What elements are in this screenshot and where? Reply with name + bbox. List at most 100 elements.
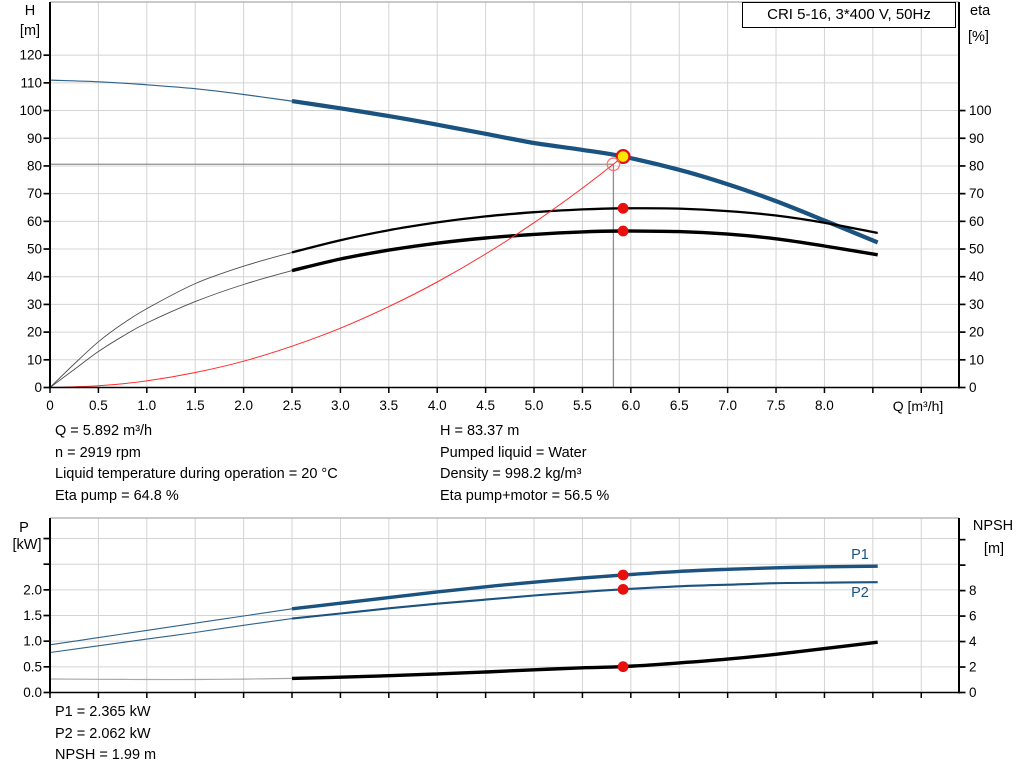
y-right-tick-label: 6	[969, 609, 977, 624]
eta-axis-label: eta	[970, 3, 991, 19]
y-left-tick-label: 40	[27, 269, 42, 284]
eta-axis-unit: [%]	[968, 29, 989, 45]
y-right-tick-label: 0	[969, 685, 977, 700]
y-left-tick-label: 10	[27, 352, 42, 367]
x-tick-label: 5.0	[525, 398, 544, 413]
info-eta-pump: Eta pump = 64.8 %	[55, 488, 179, 505]
p-axis-unit: [kW]	[12, 537, 42, 553]
info-head: H = 83.37 m	[440, 423, 520, 439]
y-right-tick-label: 8	[969, 583, 977, 598]
x-tick-label: 4.0	[428, 398, 447, 413]
p1-curve-thin	[49, 608, 293, 646]
y-left-tick-label: 100	[19, 103, 42, 118]
y-right-tick-label: 2	[969, 660, 977, 675]
y-left-tick-label: 0.5	[23, 659, 42, 674]
p2-curve	[291, 581, 878, 620]
info-p2: P2 = 2.062 kW	[55, 725, 151, 742]
p2-curve-thin	[49, 618, 293, 654]
p2-point	[617, 583, 629, 595]
y-right-tick-label: 90	[969, 131, 984, 146]
y-left-tick-label: 70	[27, 186, 42, 201]
y-right-tick-label: 30	[969, 297, 984, 312]
info-npsh: NPSH = 1.99 m	[55, 747, 157, 764]
y-left-tick-label: 0	[34, 380, 42, 395]
x-tick-label: 7.5	[767, 398, 786, 413]
x-tick-label: 0.5	[89, 398, 108, 413]
x-tick-label: 3.5	[379, 398, 398, 413]
info-p1: P1 = 2.365 kW	[55, 704, 151, 720]
curve-label-p1: P1	[851, 547, 869, 563]
h-axis-unit: [m]	[19, 23, 41, 39]
npsh-axis-unit: [m]	[983, 541, 1005, 557]
npsh-curve	[291, 640, 878, 681]
y-left-tick-label: 30	[27, 297, 42, 312]
duty-info-left: Q = 5.892 m³/h n = 2919 rpm Liquid tempe…	[55, 421, 338, 508]
npsh-curve-thin	[49, 677, 293, 681]
info-speed: n = 2919 rpm	[55, 444, 141, 461]
y-right-tick-label: 60	[969, 214, 984, 229]
x-tick-label: 1.0	[137, 398, 156, 413]
requested-duty-point	[606, 157, 621, 172]
eta-pump-motor-point	[617, 225, 629, 237]
x-tick-label: 7.0	[718, 398, 737, 413]
npsh-point	[617, 661, 629, 673]
x-tick-label: 5.5	[573, 398, 592, 413]
x-tick-label: 6.5	[670, 398, 689, 413]
y-right-tick-label: 0	[969, 380, 977, 395]
y-left-tick-label: 90	[27, 131, 42, 146]
q-axis-label: Q [m³/h]	[892, 398, 944, 414]
chart-title-box: CRI 5-16, 3*400 V, 50Hz	[742, 2, 956, 28]
y-left-tick-label: 60	[27, 214, 42, 229]
duty-point	[615, 149, 631, 165]
duty-info-right: H = 83.37 m Pumped liquid = Water Densit…	[440, 421, 609, 508]
y-left-tick-label: 1.0	[23, 634, 42, 649]
power-info: P1 = 2.365 kW P2 = 2.062 kW NPSH = 1.99 …	[55, 702, 156, 767]
info-pumped-liquid: Pumped liquid = Water	[440, 444, 587, 461]
y-left-tick-label: 120	[19, 48, 42, 63]
y-right-tick-label: 70	[969, 186, 984, 201]
y-left-tick-label: 2.0	[23, 582, 42, 597]
pump-qh-curve	[291, 99, 879, 245]
y-left-tick-label: 110	[20, 75, 42, 90]
x-tick-label: 2.5	[283, 398, 302, 413]
x-tick-label: 3.0	[331, 398, 350, 413]
curve-label-p2: P2	[851, 585, 869, 601]
y-left-tick-label: 0.0	[23, 685, 42, 700]
info-liquid-temperature: Liquid temperature during operation = 20…	[55, 466, 338, 483]
y-right-tick-label: 40	[969, 269, 984, 284]
y-right-tick-label: 80	[969, 158, 984, 173]
p1-curve	[291, 564, 878, 611]
npsh-axis-label: NPSH	[972, 518, 1014, 534]
y-right-tick-label: 100	[969, 103, 992, 118]
x-tick-label: 6.0	[621, 398, 640, 413]
p-axis-label: P	[19, 520, 29, 536]
info-density: Density = 998.2 kg/m³	[440, 466, 582, 483]
x-tick-label: 2.0	[234, 398, 253, 413]
h-axis-label: H	[24, 3, 36, 19]
p1-point	[617, 569, 629, 581]
x-tick-label: 4.5	[476, 398, 495, 413]
y-left-tick-label: 50	[27, 242, 42, 257]
pump-title: CRI 5-16, 3*400 V, 50Hz	[767, 6, 931, 23]
y-left-tick-label: 20	[27, 325, 42, 340]
y-right-tick-label: 4	[969, 634, 977, 649]
y-left-tick-label: 1.5	[23, 608, 42, 623]
y-right-tick-label: 50	[969, 242, 984, 257]
x-tick-label: 0	[46, 398, 54, 413]
x-tick-label: 8.0	[815, 398, 834, 413]
x-tick-label: 1.5	[186, 398, 205, 413]
info-flow: Q = 5.892 m³/h	[55, 423, 153, 439]
y-right-tick-label: 10	[969, 352, 984, 367]
eta-pump-curve-thin	[49, 251, 293, 388]
info-eta-pump-motor: Eta pump+motor = 56.5 %	[440, 488, 610, 505]
eta-pump-motor-curve	[291, 229, 878, 273]
eta-pump-curve	[291, 207, 878, 254]
pump-qh-curve-thin	[49, 79, 293, 102]
system-curve	[49, 156, 624, 388]
eta-pump-point	[617, 202, 629, 214]
y-right-tick-label: 20	[969, 325, 984, 340]
y-left-tick-label: 80	[27, 158, 42, 173]
eta-pump-motor-curve-thin	[49, 270, 293, 388]
